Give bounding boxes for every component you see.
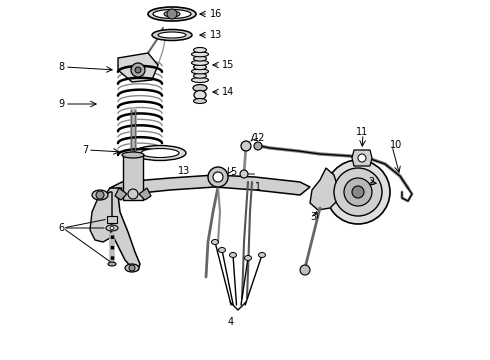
Circle shape <box>213 172 223 182</box>
Polygon shape <box>90 192 112 242</box>
Text: 12: 12 <box>253 133 266 143</box>
Ellipse shape <box>152 30 192 41</box>
Ellipse shape <box>106 225 118 231</box>
Text: 2: 2 <box>368 177 374 187</box>
Ellipse shape <box>194 90 206 99</box>
Circle shape <box>352 186 364 198</box>
Polygon shape <box>115 188 127 200</box>
Circle shape <box>131 63 145 77</box>
Ellipse shape <box>164 11 180 17</box>
Circle shape <box>254 142 262 150</box>
Ellipse shape <box>110 226 114 230</box>
Ellipse shape <box>134 145 186 161</box>
Text: 4: 4 <box>228 317 234 327</box>
Circle shape <box>326 160 390 224</box>
Text: 15: 15 <box>222 60 234 70</box>
Polygon shape <box>107 216 117 223</box>
Text: 3: 3 <box>310 212 316 222</box>
Text: 13: 13 <box>178 166 190 176</box>
Text: 7: 7 <box>82 145 88 155</box>
Ellipse shape <box>194 99 206 104</box>
Circle shape <box>300 265 310 275</box>
Ellipse shape <box>245 256 251 261</box>
FancyBboxPatch shape <box>123 155 143 200</box>
Ellipse shape <box>194 73 206 78</box>
Circle shape <box>240 170 248 178</box>
Text: 8: 8 <box>58 62 64 72</box>
Polygon shape <box>118 53 158 82</box>
Text: 16: 16 <box>210 9 222 19</box>
Ellipse shape <box>192 60 209 66</box>
Text: 9: 9 <box>58 99 64 109</box>
Text: 14: 14 <box>222 87 234 97</box>
Text: 1: 1 <box>255 182 261 192</box>
Circle shape <box>241 141 251 151</box>
Circle shape <box>129 265 135 271</box>
Text: 6: 6 <box>58 223 64 233</box>
Ellipse shape <box>193 85 207 91</box>
Polygon shape <box>310 168 338 210</box>
Ellipse shape <box>158 32 186 38</box>
Ellipse shape <box>192 52 209 57</box>
Ellipse shape <box>148 7 196 21</box>
Ellipse shape <box>125 264 139 272</box>
Ellipse shape <box>229 252 237 257</box>
Ellipse shape <box>219 248 225 252</box>
Ellipse shape <box>194 48 206 53</box>
Circle shape <box>135 67 141 73</box>
Text: 5: 5 <box>230 167 236 177</box>
Circle shape <box>96 191 104 199</box>
Text: 10: 10 <box>390 140 402 150</box>
Circle shape <box>167 9 177 19</box>
Circle shape <box>334 168 382 216</box>
Circle shape <box>344 178 372 206</box>
Ellipse shape <box>122 152 144 158</box>
Ellipse shape <box>259 252 266 257</box>
Polygon shape <box>352 150 372 166</box>
Ellipse shape <box>141 149 179 158</box>
Text: 11: 11 <box>356 127 368 137</box>
Polygon shape <box>139 188 151 200</box>
Ellipse shape <box>192 69 209 74</box>
Ellipse shape <box>212 239 219 244</box>
Polygon shape <box>110 175 310 195</box>
Ellipse shape <box>194 56 206 61</box>
Circle shape <box>208 167 228 187</box>
Ellipse shape <box>108 262 116 266</box>
Ellipse shape <box>194 65 206 69</box>
Text: 13: 13 <box>210 30 222 40</box>
Polygon shape <box>105 188 140 270</box>
Circle shape <box>128 189 138 199</box>
Ellipse shape <box>92 190 108 200</box>
Ellipse shape <box>153 9 191 18</box>
Ellipse shape <box>192 77 209 82</box>
Circle shape <box>358 154 366 162</box>
